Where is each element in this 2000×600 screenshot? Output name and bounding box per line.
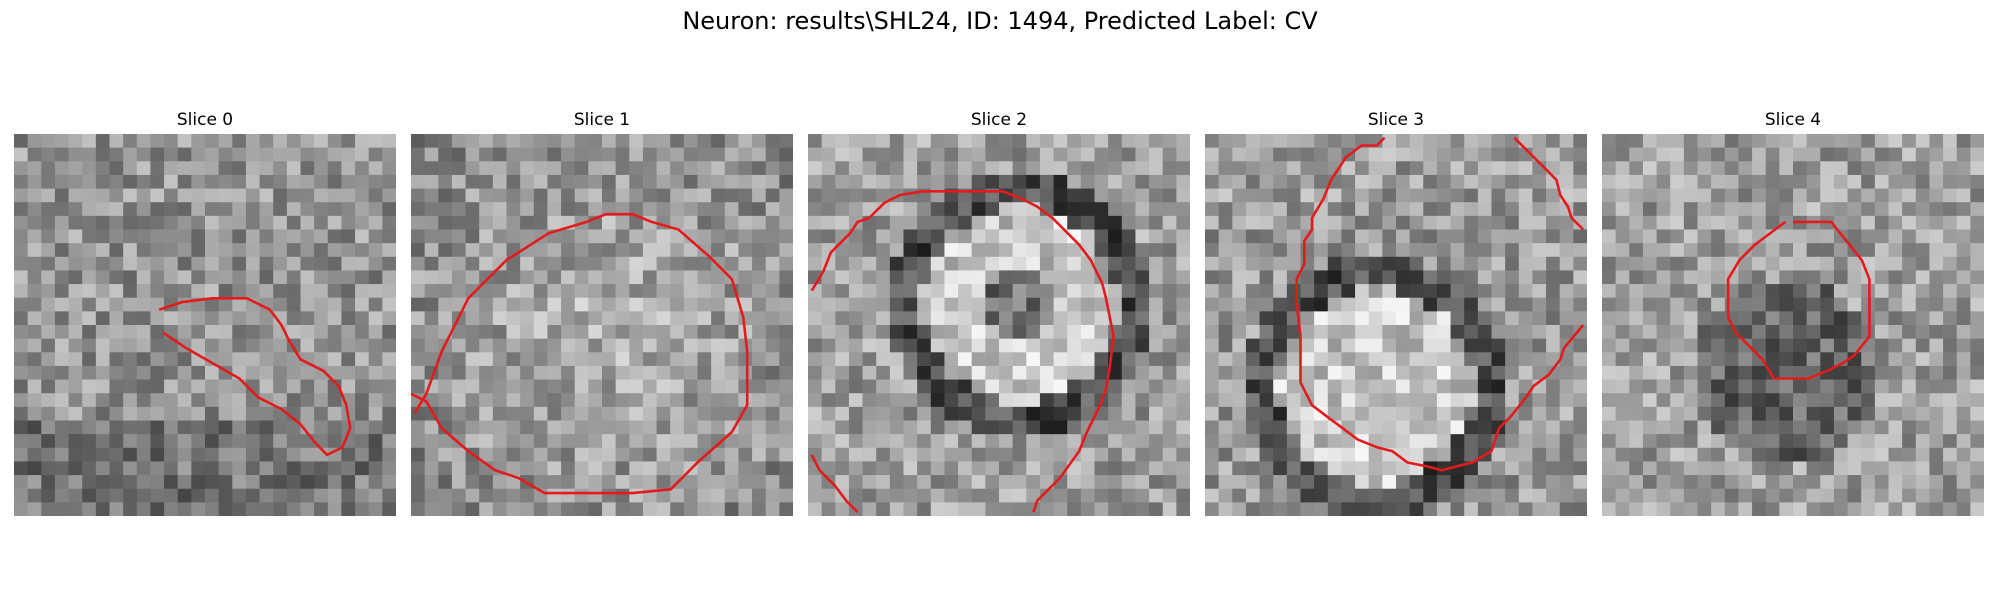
slice-image-3 <box>1205 134 1587 516</box>
pixel-grid <box>1602 134 1984 516</box>
pixel-grid <box>411 134 793 516</box>
panel-title-slice-0: Slice 0 <box>176 110 234 130</box>
panel-title-slice-3: Slice 3 <box>1367 110 1425 130</box>
slice-image-1 <box>411 134 793 516</box>
slice-svg-2 <box>808 134 1190 516</box>
contour-2-0 <box>810 189 1115 513</box>
slice-svg-0 <box>14 134 396 516</box>
figure-title: Neuron: results\SHL24, ID: 1494, Predict… <box>682 7 1318 35</box>
pixel-grid <box>1205 134 1587 516</box>
panel-title-slice-1: Slice 1 <box>573 110 631 130</box>
slice-image-2 <box>808 134 1190 516</box>
slice-svg-1 <box>411 134 793 516</box>
contour-3-1 <box>1513 136 1585 231</box>
slice-svg-3 <box>1205 134 1587 516</box>
slice-image-4 <box>1602 134 1984 516</box>
panel-title-slice-4: Slice 4 <box>1764 110 1822 130</box>
contour-0-0 <box>158 297 352 457</box>
slice-svg-4 <box>1602 134 1984 516</box>
pixel-grid <box>14 134 396 516</box>
contour-2-1 <box>810 454 859 514</box>
pixel-grid <box>808 134 1190 516</box>
contour-3-0 <box>1295 136 1585 472</box>
slice-image-0 <box>14 134 396 516</box>
contour-4-0 <box>1726 220 1871 380</box>
panel-title-slice-2: Slice 2 <box>970 110 1028 130</box>
contour-1-0 <box>411 212 749 495</box>
